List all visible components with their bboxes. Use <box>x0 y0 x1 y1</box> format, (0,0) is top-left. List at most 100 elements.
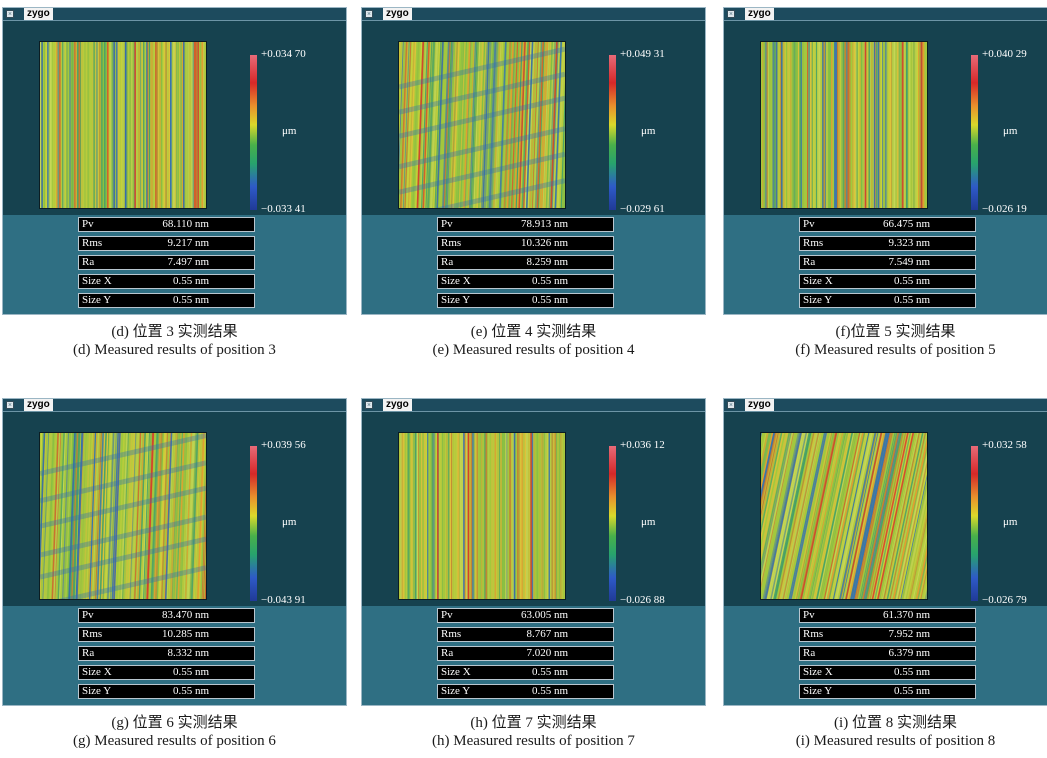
plot-area: +0.039 56 μm −0.043 91 <box>3 412 346 606</box>
stat-value: 10.285 nm <box>161 628 209 640</box>
window-titlebar: × zygo <box>3 8 346 21</box>
stat-value: 9.217 nm <box>167 237 209 249</box>
stat-value: 0.55 nm <box>531 294 568 306</box>
window-title: zygo <box>24 399 53 411</box>
surface-height-map <box>398 432 566 600</box>
stat-value: 63.005 nm <box>520 609 568 621</box>
stat-label: Size Y <box>441 294 471 306</box>
stat-row: Pv 68.110 nm <box>78 217 255 232</box>
surface-height-map <box>760 41 928 209</box>
plot-area: +0.040 29 μm −0.026 19 <box>724 21 1047 215</box>
stat-row: Ra 7.020 nm <box>437 646 614 661</box>
caption-chinese: (g) 位置 6 实测结果 <box>111 715 238 731</box>
surface-height-map <box>760 432 928 600</box>
stat-value: 0.55 nm <box>172 275 209 287</box>
scale-max-label: +0.034 70 <box>261 48 306 60</box>
window-menu-icon[interactable]: × <box>365 10 373 18</box>
stat-value: 8.332 nm <box>167 647 209 659</box>
stat-value: 8.767 nm <box>526 628 568 640</box>
stat-value: 0.55 nm <box>893 294 930 306</box>
stat-value: 78.913 nm <box>520 218 568 230</box>
stat-value: 7.020 nm <box>526 647 568 659</box>
stat-row: Size Y 0.55 nm <box>799 293 976 308</box>
stat-label: Pv <box>82 218 94 230</box>
scale-unit-label: μm <box>1003 516 1018 528</box>
stat-label: Size X <box>441 275 471 287</box>
stat-label: Size X <box>82 666 112 678</box>
stat-row: Size X 0.55 nm <box>437 274 614 289</box>
scale-max-label: +0.049 31 <box>620 48 665 60</box>
window-title: zygo <box>383 8 412 20</box>
stat-row: Size X 0.55 nm <box>437 665 614 680</box>
scale-unit-label: μm <box>641 516 656 528</box>
statistics-table: Pv 83.470 nm Rms 10.285 nm Ra 8.332 nm Size X 0… <box>78 608 255 703</box>
caption-english: (f) Measured results of position 5 <box>795 342 996 358</box>
stat-value: 61.370 nm <box>882 609 930 621</box>
stat-row: Ra 8.259 nm <box>437 255 614 270</box>
stat-row: Size Y 0.55 nm <box>78 293 255 308</box>
stat-row: Rms 10.326 nm <box>437 236 614 251</box>
stat-value: 9.323 nm <box>888 237 930 249</box>
window-title: zygo <box>745 399 774 411</box>
scale-unit-label: μm <box>1003 125 1018 137</box>
stat-row: Size X 0.55 nm <box>799 665 976 680</box>
stat-label: Pv <box>803 218 815 230</box>
scale-max-label: +0.039 56 <box>261 439 306 451</box>
stat-label: Pv <box>82 609 94 621</box>
stat-label: Size X <box>441 666 471 678</box>
caption-chinese: (f)位置 5 实测结果 <box>835 324 956 340</box>
zygo-window: × zygo +0.032 58 μm −0.026 79 Pv 61.370 nm Rms 7… <box>723 398 1047 706</box>
scale-min-label: −0.026 79 <box>982 594 1027 606</box>
stat-value: 0.55 nm <box>531 275 568 287</box>
stat-label: Rms <box>803 628 824 640</box>
stat-label: Ra <box>803 256 816 268</box>
stat-row: Pv 66.475 nm <box>799 217 976 232</box>
stat-label: Pv <box>803 609 815 621</box>
window-menu-icon[interactable]: × <box>727 401 735 409</box>
stat-label: Size X <box>82 275 112 287</box>
stat-row: Rms 9.323 nm <box>799 236 976 251</box>
scale-unit-label: μm <box>282 125 297 137</box>
surface-height-map <box>398 41 566 209</box>
stat-value: 7.497 nm <box>167 256 209 268</box>
window-titlebar: × zygo <box>724 8 1047 21</box>
stat-row: Size X 0.55 nm <box>799 274 976 289</box>
stat-label: Size X <box>803 666 833 678</box>
stat-value: 0.55 nm <box>172 685 209 697</box>
stat-label: Ra <box>82 256 95 268</box>
window-menu-icon[interactable]: × <box>6 401 14 409</box>
stat-value: 0.55 nm <box>893 275 930 287</box>
stat-label: Pv <box>441 218 453 230</box>
window-menu-icon[interactable]: × <box>727 10 735 18</box>
window-menu-icon[interactable]: × <box>6 10 14 18</box>
stat-label: Size Y <box>82 685 112 697</box>
stat-label: Size Y <box>82 294 112 306</box>
stat-label: Rms <box>82 237 103 249</box>
stat-value: 66.475 nm <box>882 218 930 230</box>
stat-row: Pv 83.470 nm <box>78 608 255 623</box>
stat-row: Rms 10.285 nm <box>78 627 255 642</box>
caption-chinese: (e) 位置 4 实测结果 <box>470 324 597 340</box>
window-titlebar: × zygo <box>362 399 705 412</box>
stat-label: Ra <box>441 647 454 659</box>
window-menu-icon[interactable]: × <box>365 401 373 409</box>
stat-label: Size Y <box>803 685 833 697</box>
scale-unit-label: μm <box>641 125 656 137</box>
stat-value: 6.379 nm <box>888 647 930 659</box>
stat-row: Ra 6.379 nm <box>799 646 976 661</box>
caption-english: (e) Measured results of position 4 <box>432 342 635 358</box>
surface-height-map <box>39 432 207 600</box>
caption-chinese: (d) 位置 3 实测结果 <box>111 324 238 340</box>
statistics-table: Pv 61.370 nm Rms 7.952 nm Ra 6.379 nm Size X 0.… <box>799 608 976 703</box>
stat-row: Ra 7.549 nm <box>799 255 976 270</box>
scale-min-label: −0.029 61 <box>620 203 665 215</box>
scale-min-label: −0.043 91 <box>261 594 306 606</box>
zygo-window: × zygo +0.036 12 μm −0.026 88 Pv 63.005 nm Rms 8… <box>361 398 706 706</box>
stat-row: Size X 0.55 nm <box>78 665 255 680</box>
stat-row: Size Y 0.55 nm <box>799 684 976 699</box>
window-titlebar: × zygo <box>362 8 705 21</box>
stat-label: Rms <box>441 628 462 640</box>
stat-value: 0.55 nm <box>893 666 930 678</box>
stat-row: Rms 8.767 nm <box>437 627 614 642</box>
scale-min-label: −0.026 19 <box>982 203 1027 215</box>
